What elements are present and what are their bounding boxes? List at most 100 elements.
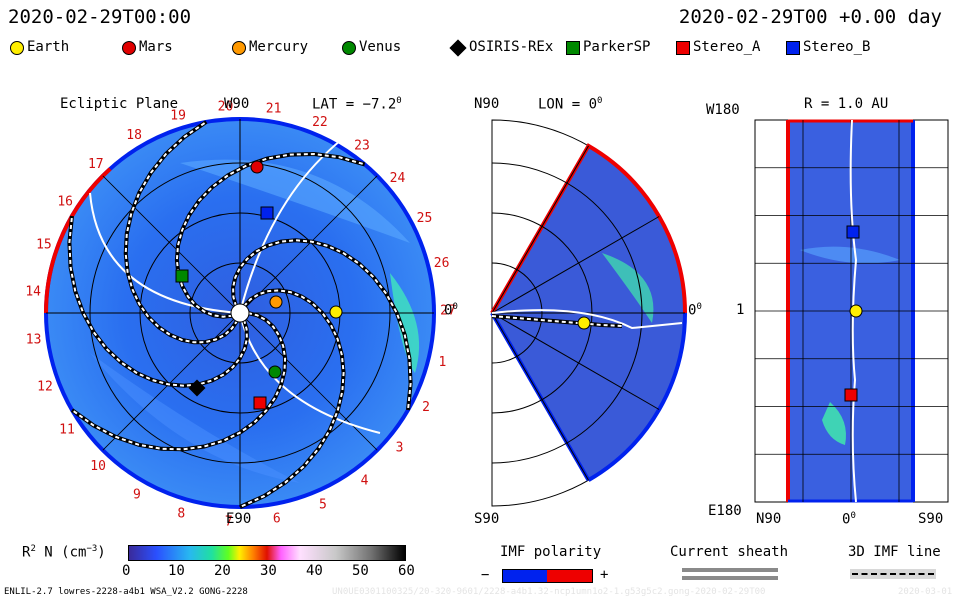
rotation-number-22: 22 (312, 115, 328, 130)
rotation-number-25: 25 (417, 211, 433, 226)
legend-marker-parkersp (566, 41, 580, 55)
rotation-number-8: 8 (177, 507, 185, 522)
radial-density-band (800, 246, 900, 264)
footer-middle: UN0UE0301100325/20-320-9601/2228-a4b1.32… (332, 587, 766, 597)
rotation-number-9: 9 (133, 488, 141, 503)
radial-density-patch (822, 402, 846, 445)
imf-polarity-minus: − (481, 567, 490, 583)
colorbar-tick-60: 60 (398, 563, 415, 579)
legend-label-mercury: Mercury (249, 39, 309, 55)
rotation-number-20: 20 (218, 100, 234, 115)
meridional-current-sheath (491, 309, 683, 330)
ecliptic-density-streamer (390, 273, 420, 373)
legend-label-earth: Earth (27, 39, 70, 55)
ecliptic-stereo-a-marker (253, 396, 267, 410)
colorbar-tick-40: 40 (306, 563, 323, 579)
meridional-right-label: 00 (688, 302, 702, 319)
ecliptic-imf-line-5 (124, 121, 239, 344)
radial-stereo-b-marker (846, 225, 860, 239)
ecliptic-density-arc (180, 159, 410, 243)
ecliptic-title: Ecliptic Plane (60, 96, 179, 112)
rotation-number-23: 23 (354, 139, 370, 154)
footer-left: ENLIL-2.7 lowres-2228-a4b1 WSA_V2.2 GONG… (4, 587, 248, 597)
radial-earth-marker (849, 304, 863, 318)
rotation-number-13: 13 (26, 333, 42, 348)
colorbar-tick-10: 10 (168, 563, 185, 579)
imf-positive-swatch (547, 569, 593, 583)
meridional-spoke-5 (491, 312, 589, 481)
imf-line-dashes (852, 573, 934, 575)
rotation-number-1: 1 (438, 355, 446, 370)
rotation-number-17: 17 (88, 157, 104, 172)
rotation-number-24: 24 (390, 171, 406, 186)
meridional-spoke-2 (491, 216, 660, 314)
legend-marker-stereo-a (676, 41, 690, 55)
radial-top-left: W180 (706, 102, 740, 118)
rotation-number-12: 12 (37, 380, 53, 395)
rotation-number-16: 16 (57, 194, 73, 209)
ecliptic-imf-line-4 (175, 152, 365, 318)
left-datetime: 2020-02-29T00:00 (8, 6, 192, 28)
rotation-number-14: 14 (25, 285, 41, 300)
meridional-density-streamer (602, 253, 654, 323)
legend-label-osiris-rex: OSIRIS-REx (469, 39, 554, 55)
meridional-top-left: N90 (474, 96, 500, 112)
legend-label-venus: Venus (359, 39, 402, 55)
ecliptic-earth-marker (329, 305, 343, 319)
ecliptic-parkersp-marker (175, 269, 189, 283)
imf-polarity-plus: + (600, 567, 609, 583)
meridional-polarity-rim-positive (490, 143, 687, 315)
meridional-imf-line (491, 315, 623, 327)
legend-marker-mercury (232, 41, 246, 55)
ecliptic-mercury-marker (269, 295, 283, 309)
footer-right: 2020-03-01 (898, 587, 953, 597)
radial-panel (754, 119, 949, 503)
ecliptic-imf-line-2 (239, 289, 345, 508)
meridional-spoke-1 (491, 145, 589, 314)
ecliptic-imf-line-6 (68, 215, 248, 387)
legend-label-stereo-b: Stereo_B (803, 39, 871, 55)
radial-left-mid: 1 (736, 302, 745, 318)
colorbar-tick-0: 0 (122, 563, 131, 579)
legend-marker-venus (342, 41, 356, 55)
legend-label-parkersp: ParkerSP (583, 39, 651, 55)
rotation-number-10: 10 (90, 459, 106, 474)
ecliptic-polarity-rim-positive (44, 167, 112, 314)
rotation-number-11: 11 (59, 422, 75, 437)
right-datetime: 2020-02-29T00 +0.00 day (678, 6, 942, 28)
colorbar-tick-20: 20 (214, 563, 231, 579)
rotation-number-19: 19 (170, 108, 186, 123)
colorbar-label: R2 N (cm−3) (22, 544, 106, 561)
legend-marker-stereo-b (786, 41, 800, 55)
meridional-polarity-rim-negative (587, 312, 687, 482)
sun-marker (230, 303, 250, 323)
ecliptic-right-label: 00 (444, 302, 458, 319)
rotation-number-3: 3 (396, 440, 404, 455)
radial-stereo-a-marker (844, 388, 858, 402)
ecliptic-top-label: W90 (224, 96, 250, 112)
meridional-bottom-left: S90 (474, 511, 500, 527)
imf-negative-swatch (502, 569, 549, 583)
radial-bottom-left: E180 (708, 503, 742, 519)
current-sheath-line-2 (682, 576, 778, 580)
legend-marker-earth (10, 41, 24, 55)
rotation-number-15: 15 (36, 238, 52, 253)
legend-label-mars: Mars (139, 39, 173, 55)
ecliptic-mars-marker (250, 160, 264, 174)
legend-marker-mars (122, 41, 136, 55)
rotation-number-21: 21 (266, 102, 282, 117)
radial-bottom-n: N90 (756, 511, 782, 527)
rotation-number-7: 7 (225, 515, 233, 530)
rotation-number-6: 6 (273, 512, 281, 527)
legend-label-stereo-a: Stereo_A (693, 39, 761, 55)
radial-bottom-s: S90 (918, 511, 944, 527)
rotation-number-26: 26 (434, 256, 450, 271)
colorbar-tick-30: 30 (260, 563, 277, 579)
colorbar-tick-50: 50 (352, 563, 369, 579)
current-sheath-line-1 (682, 568, 778, 572)
meridional-spoke-4 (491, 312, 660, 410)
radial-current-sheath (849, 119, 858, 503)
ecliptic-stereo-b-marker (260, 206, 274, 220)
